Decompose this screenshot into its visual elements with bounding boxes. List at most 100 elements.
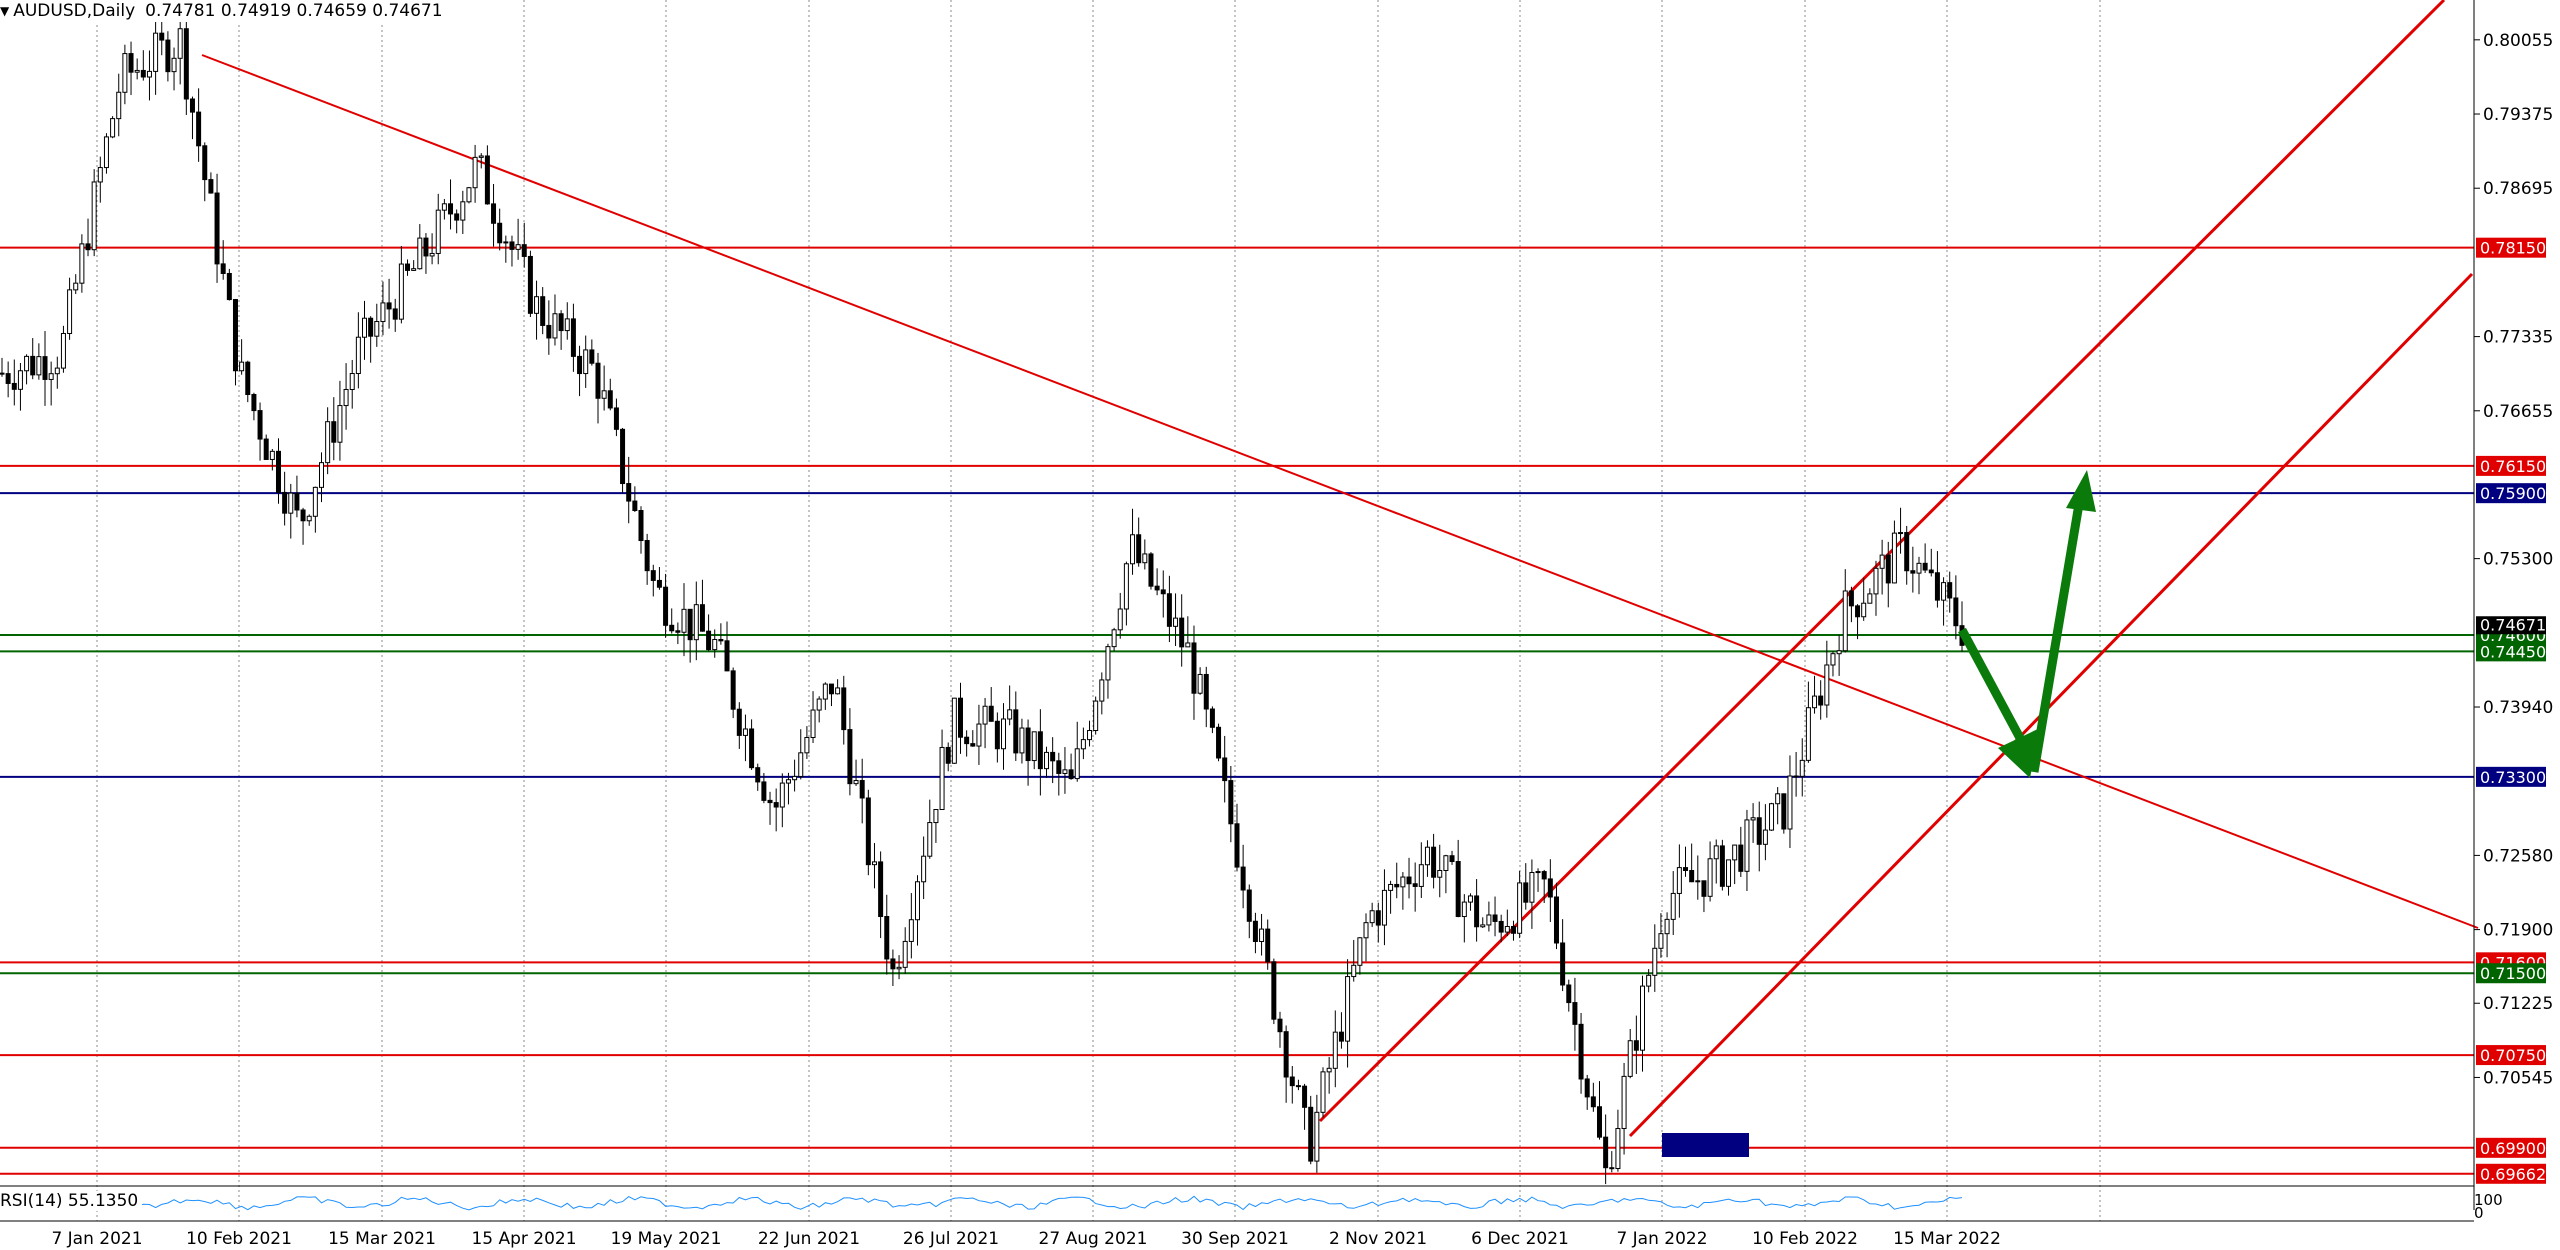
candle-body — [595, 362, 601, 399]
candle-body — [1535, 871, 1541, 874]
candle-body — [1424, 846, 1430, 866]
candle-body — [589, 349, 595, 364]
candle-body — [1228, 780, 1234, 825]
candle-body — [878, 861, 884, 918]
candle-body — [153, 32, 159, 72]
candle-body — [1689, 870, 1695, 883]
candle-body — [1148, 553, 1154, 587]
candle-body — [933, 809, 939, 824]
candle-body — [1609, 1167, 1615, 1170]
horizontal-levels — [0, 246, 2474, 1175]
current-price-tag — [2476, 616, 2546, 635]
candle-body — [1818, 695, 1824, 706]
candle-body — [245, 361, 251, 396]
candle-body — [417, 237, 423, 270]
candle-body — [552, 313, 558, 339]
candle-body — [306, 515, 312, 522]
candle-body — [1265, 928, 1271, 963]
price-tick-label: 0.79375 — [2483, 105, 2553, 125]
candle-body — [1683, 867, 1689, 872]
rsi-line — [1, 1195, 1963, 1211]
candle-body — [1652, 947, 1658, 976]
rsi-level-high: 100 — [2474, 1191, 2503, 1209]
candle-body — [349, 373, 355, 390]
candle-body — [1904, 532, 1910, 572]
level-tag — [2476, 237, 2546, 258]
candle-body — [331, 421, 337, 443]
candle-body — [146, 70, 152, 78]
candlesticks — [0, 7, 1965, 1185]
candle-body — [656, 579, 662, 588]
candle-body — [798, 752, 804, 777]
time-tick-label: 7 Jan 2022 — [1616, 1229, 1707, 1249]
candle-body — [1099, 679, 1105, 702]
level-tag-label: 0.71500 — [2480, 964, 2546, 983]
time-tick-label: 7 Jan 2021 — [51, 1229, 142, 1249]
candle-body — [1388, 883, 1394, 891]
candle-body — [1744, 819, 1750, 872]
candle-body — [1578, 1023, 1584, 1080]
candle-body — [110, 118, 116, 138]
candle-body — [1891, 532, 1897, 584]
candle-body — [54, 367, 60, 375]
candle-body — [1277, 1018, 1283, 1033]
candle-body — [405, 263, 411, 271]
candle-body — [122, 53, 128, 93]
candle-body — [1345, 976, 1351, 1042]
candle-body — [1467, 895, 1473, 903]
candle-body — [318, 462, 324, 488]
candle-body — [1209, 708, 1215, 728]
candle-body — [1510, 925, 1516, 934]
candle-body — [30, 355, 36, 376]
candle-body — [644, 540, 650, 572]
candle-body — [1117, 608, 1123, 631]
candle-body — [1013, 709, 1019, 754]
candle-body — [792, 775, 798, 781]
candle-body — [435, 209, 441, 254]
rsi-panel: 100 0 — [0, 1185, 2503, 1222]
candle-body — [534, 296, 540, 314]
candle-body — [847, 729, 853, 785]
candle-body — [1431, 846, 1437, 878]
collapse-triangle-icon[interactable]: ▼ — [0, 4, 10, 18]
candle-body — [1769, 803, 1775, 831]
candle-body — [1203, 673, 1209, 710]
candle-body — [1295, 1085, 1301, 1088]
candle-body — [337, 405, 343, 443]
candle-body — [454, 213, 460, 221]
candle-body — [0, 372, 5, 375]
level-tag — [2476, 963, 2546, 984]
candle-body — [951, 697, 957, 764]
candle-body — [540, 296, 546, 326]
candle-body — [1363, 922, 1369, 939]
candle-body — [779, 782, 785, 808]
candle-body — [1719, 845, 1725, 887]
level-tag — [2476, 766, 2546, 787]
candle-body — [546, 324, 552, 339]
candle-body — [1130, 534, 1136, 565]
candle-body — [491, 203, 497, 224]
candle-body — [1701, 880, 1707, 897]
candle-body — [773, 802, 779, 808]
level-labels: 0.781500.761500.759000.746000.744500.733… — [2476, 237, 2546, 1184]
candle-body — [1504, 925, 1510, 933]
demand-zone — [1662, 1133, 1749, 1157]
candle-body — [1197, 673, 1203, 694]
candle-body — [282, 491, 288, 514]
candle-body — [1136, 534, 1142, 564]
candle-body — [1498, 920, 1504, 933]
time-tick-label: 15 Mar 2021 — [328, 1229, 436, 1249]
candle-body — [232, 299, 238, 372]
candle-body — [1080, 739, 1086, 750]
candle-body — [957, 697, 963, 738]
candle-body — [1246, 889, 1252, 922]
candle-body — [1658, 933, 1664, 949]
candle-body — [1283, 1031, 1289, 1078]
candle-body — [1922, 562, 1928, 571]
candle-body — [48, 373, 54, 380]
level-tag — [2476, 1163, 2546, 1184]
candle-body — [1879, 554, 1885, 569]
price-tick-label: 0.77335 — [2483, 328, 2553, 348]
level-tag-label: 0.74450 — [2480, 642, 2546, 661]
